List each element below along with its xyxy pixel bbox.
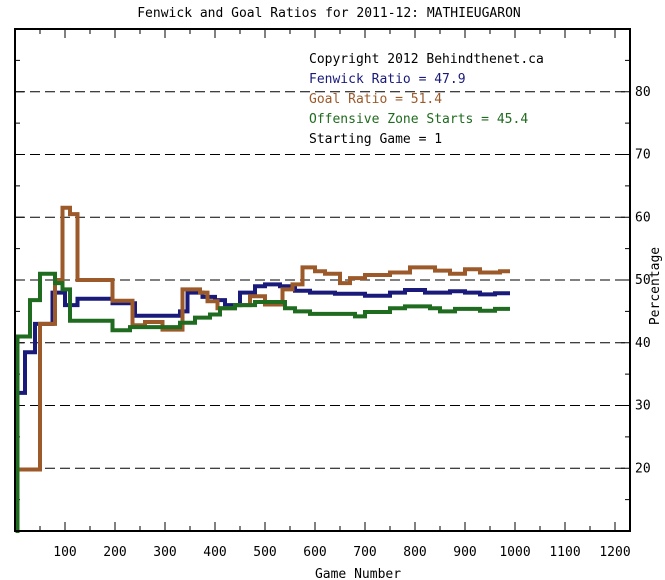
y-tick-label: 80 bbox=[635, 85, 651, 100]
y-tick-label: 70 bbox=[635, 148, 651, 163]
x-tick-label: 500 bbox=[253, 545, 276, 560]
annotation-text: Fenwick Ratio = 47.9 bbox=[309, 72, 466, 87]
x-tick-label: 1200 bbox=[599, 545, 630, 560]
annotation-text: Offensive Zone Starts = 45.4 bbox=[309, 112, 528, 127]
y-tick-label: 60 bbox=[635, 210, 651, 225]
annotation-text: Goal Ratio = 51.4 bbox=[309, 92, 442, 107]
x-tick-label: 1100 bbox=[549, 545, 580, 560]
x-axis-label: Game Number bbox=[315, 567, 401, 580]
y-tick-label: 40 bbox=[635, 336, 651, 351]
y-tick-label: 20 bbox=[635, 461, 651, 476]
y-axis-label: Percentage bbox=[648, 247, 663, 325]
x-tick-label: 1000 bbox=[499, 545, 530, 560]
x-tick-label: 600 bbox=[303, 545, 326, 560]
x-tick-label: 100 bbox=[53, 545, 76, 560]
plot-frame bbox=[14, 28, 631, 532]
plot-area: 100 200 300 400 500 600 700 800 900 1000 1100 1200 2… bbox=[14, 28, 651, 560]
y-tick-label: 50 bbox=[635, 273, 651, 288]
series-line-offensive-zone-starts bbox=[15, 271, 510, 533]
annotation-text: Copyright 2012 Behindthenet.ca bbox=[309, 52, 544, 67]
y-tick-label: 30 bbox=[635, 399, 651, 414]
x-tick-label: 700 bbox=[353, 545, 376, 560]
series-line-fenwick-ratio bbox=[15, 282, 510, 395]
x-tick-label: 200 bbox=[103, 545, 126, 560]
x-tick-label: 400 bbox=[203, 545, 226, 560]
x-tick-label: 800 bbox=[403, 545, 426, 560]
chart-title: Fenwick and Goal Ratios for 2011-12: MAT… bbox=[137, 6, 521, 21]
x-tick-label: 900 bbox=[453, 545, 476, 560]
x-tick-label: 300 bbox=[153, 545, 176, 560]
annotation-text: Starting Game = 1 bbox=[309, 132, 442, 147]
